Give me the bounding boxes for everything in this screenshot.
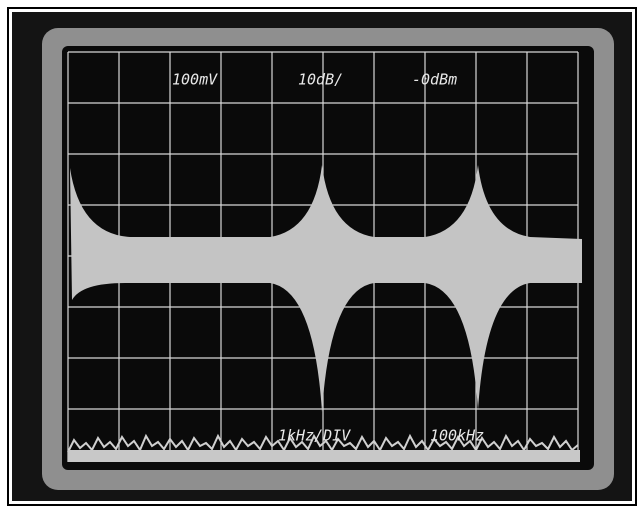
sweep-label: 100kHz xyxy=(430,427,484,445)
scale-label: 10dB/ xyxy=(298,71,343,89)
scale-label: 100mV xyxy=(172,71,218,89)
scale-label: -0dBm xyxy=(412,71,457,89)
waveform-band xyxy=(70,165,582,412)
sweep-label: 1kHz/DIV xyxy=(278,427,351,445)
noise-band xyxy=(68,450,580,462)
noise-floor xyxy=(67,433,579,453)
